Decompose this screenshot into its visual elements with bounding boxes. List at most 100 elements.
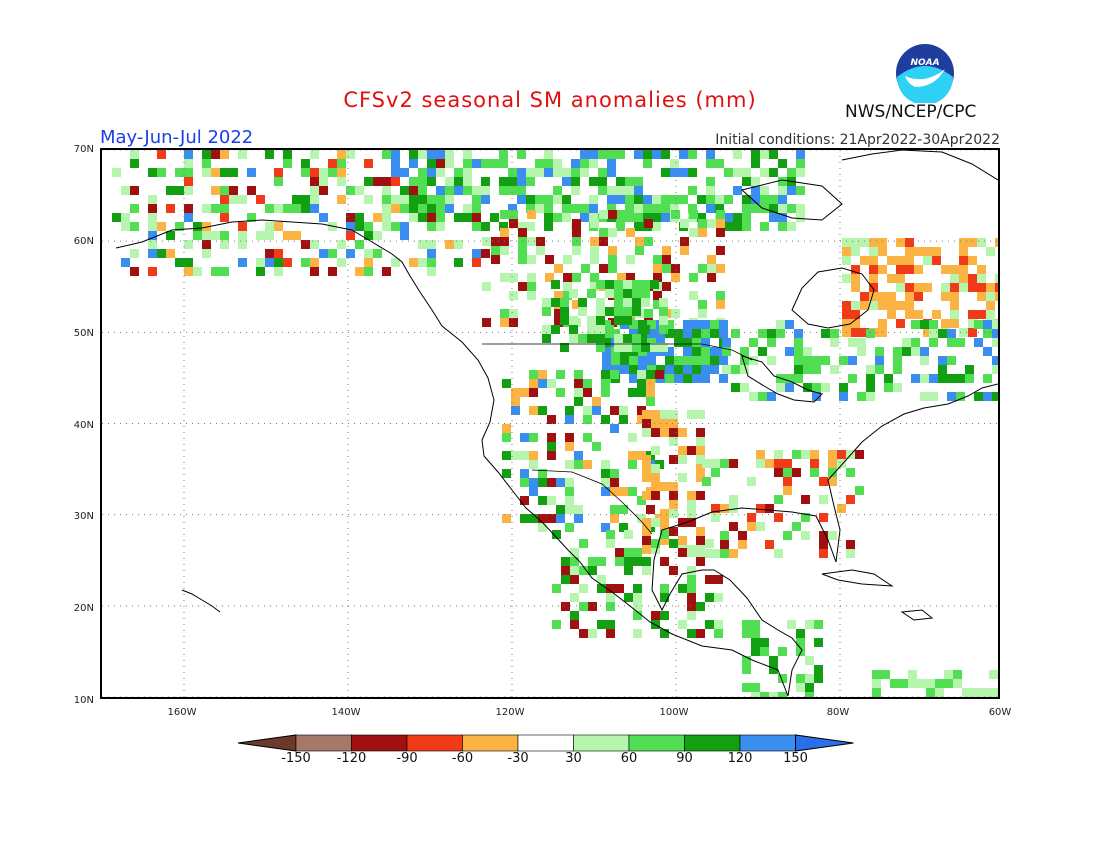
- anomaly-cell: [625, 177, 634, 186]
- anomaly-cell: [382, 267, 391, 276]
- anomaly-cell: [517, 150, 526, 159]
- anomaly-cell: [724, 195, 733, 204]
- anomaly-cell: [578, 334, 587, 343]
- anomaly-cell: [920, 347, 929, 356]
- anomaly-cell: [247, 168, 256, 177]
- anomaly-cell: [851, 247, 860, 256]
- anomaly-cell: [589, 213, 598, 222]
- anomaly-cell: [562, 168, 571, 177]
- anomaly-cell: [597, 557, 606, 566]
- anomaly-cell: [608, 255, 617, 264]
- anomaly-cell: [508, 168, 517, 177]
- anomaly-cell: [828, 450, 837, 459]
- anomaly-cell: [680, 246, 689, 255]
- anomaly-cell: [527, 291, 536, 300]
- anomaly-cell: [923, 283, 932, 292]
- anomaly-cell: [848, 374, 857, 383]
- anomaly-cell: [651, 491, 660, 500]
- anomaly-cell: [596, 343, 605, 352]
- anomaly-cell: [607, 168, 616, 177]
- anomaly-cell: [642, 491, 651, 500]
- anomaly-cell: [767, 338, 776, 347]
- anomaly-cell: [535, 195, 544, 204]
- anomaly-cell: [607, 159, 616, 168]
- anomaly-cell: [509, 291, 518, 300]
- anomaly-cell: [881, 670, 890, 679]
- lat-label: 60N: [73, 235, 94, 247]
- anomaly-cell: [614, 307, 623, 316]
- anomaly-cell: [579, 602, 588, 611]
- anomaly-cell: [783, 477, 792, 486]
- anomaly-cell: [310, 177, 319, 186]
- anomaly-cell: [810, 459, 819, 468]
- anomaly-cell: [579, 539, 588, 548]
- anomaly-cell: [774, 495, 783, 504]
- anomaly-cell: [472, 159, 481, 168]
- anomaly-cell: [929, 392, 938, 401]
- anomaly-cell: [538, 478, 547, 487]
- anomaly-cell: [678, 446, 687, 455]
- anomaly-cell: [211, 267, 220, 276]
- anomaly-cell: [792, 522, 801, 531]
- anomaly-cell: [644, 309, 653, 318]
- anomaly-cell: [801, 450, 810, 459]
- anomaly-cell: [857, 392, 866, 401]
- anomaly-cell: [130, 222, 139, 231]
- anomaly-cell: [561, 566, 570, 575]
- anomaly-cell: [517, 222, 526, 231]
- anomaly-cell: [878, 265, 887, 274]
- anomaly-cell: [887, 301, 896, 310]
- anomaly-cell: [301, 195, 310, 204]
- anomaly-cell: [887, 310, 896, 319]
- anomaly-cell: [758, 392, 767, 401]
- anomaly-cell: [643, 195, 652, 204]
- anomaly-cell: [580, 204, 589, 213]
- anomaly-cell: [436, 168, 445, 177]
- anomaly-cell: [436, 159, 445, 168]
- anomaly-cell: [716, 300, 725, 309]
- anomaly-cell: [983, 374, 992, 383]
- anomaly-cell: [601, 523, 610, 532]
- anomaly-cell: [565, 478, 574, 487]
- anomaly-cell: [565, 523, 574, 532]
- anomaly-cell: [589, 177, 598, 186]
- anomaly-cell: [742, 195, 751, 204]
- anomaly-cell: [696, 536, 705, 545]
- anomaly-cell: [751, 159, 760, 168]
- anomaly-cell: [642, 545, 651, 554]
- anomaly-cell: [328, 159, 337, 168]
- anomaly-cell: [355, 222, 364, 231]
- coastlines: [115, 150, 998, 697]
- anomaly-cell: [638, 365, 647, 374]
- anomaly-cell: [328, 168, 337, 177]
- anomaly-cell: [689, 228, 698, 237]
- anomaly-cell: [605, 280, 614, 289]
- anomaly-cell: [551, 298, 560, 307]
- anomaly-cell: [637, 388, 646, 397]
- anomaly-cell: [319, 213, 328, 222]
- anomaly-cell: [509, 318, 518, 327]
- anomaly-cell: [893, 347, 902, 356]
- anomaly-cell: [602, 356, 611, 365]
- anomaly-cell: [679, 195, 688, 204]
- anomaly-cell: [364, 159, 373, 168]
- anomaly-cells: [112, 150, 998, 697]
- anomaly-cell: [527, 255, 536, 264]
- anomaly-cell: [565, 406, 574, 415]
- anomaly-cell: [570, 566, 579, 575]
- anomaly-cell: [526, 222, 535, 231]
- anomaly-cell: [860, 292, 869, 301]
- chart-title: CFSv2 seasonal SM anomalies (mm): [343, 88, 757, 112]
- anomaly-cell: [878, 319, 887, 328]
- anomaly-cell: [742, 665, 751, 674]
- anomaly-cell: [711, 549, 720, 558]
- anomaly-cell: [671, 264, 680, 273]
- anomaly-cell: [893, 383, 902, 392]
- anomaly-cell: [614, 343, 623, 352]
- anomaly-cell: [855, 486, 864, 495]
- anomaly-cell: [671, 210, 680, 219]
- anomaly-cell: [589, 195, 598, 204]
- great-lakes: [741, 355, 823, 403]
- anomaly-cell: [714, 629, 723, 638]
- anomaly-cell: [670, 159, 679, 168]
